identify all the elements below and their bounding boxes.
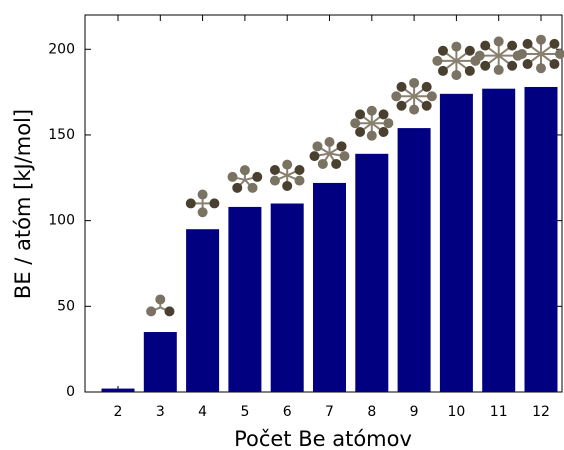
x-tick-label: 9 <box>410 404 419 420</box>
cluster-icon <box>432 42 480 80</box>
x-tick-label: 7 <box>325 404 334 420</box>
x-tick-label: 10 <box>447 404 465 420</box>
cluster-icon <box>228 165 263 193</box>
cluster-icon <box>270 160 305 191</box>
bar <box>398 128 431 392</box>
bar <box>313 183 346 392</box>
x-axis-label: Počet Be atómov <box>234 427 412 450</box>
y-tick-label: 50 <box>57 298 75 314</box>
bar <box>482 89 515 392</box>
bar <box>355 154 388 392</box>
y-axis-label: BE / atóm [kJ/mol] <box>11 109 35 299</box>
y-tick-label: 100 <box>48 213 75 229</box>
bar <box>144 332 177 392</box>
chart: Počet Be atómov BE / atóm [kJ/mol] 0 50 10… <box>0 0 564 450</box>
cluster-icon <box>517 35 564 73</box>
x-tick-label: 3 <box>156 404 165 420</box>
cluster-icon <box>391 78 437 115</box>
y-tick-label: 0 <box>66 384 75 400</box>
cluster-icon <box>350 106 393 141</box>
y-tick-label: 150 <box>48 127 75 143</box>
bar <box>525 87 558 392</box>
x-tick-label: 8 <box>367 404 376 420</box>
cluster-icon <box>146 294 174 316</box>
x-tick-label: 6 <box>283 404 292 420</box>
x-tick-label: 5 <box>240 404 249 420</box>
bar <box>186 229 219 392</box>
bar <box>271 204 304 393</box>
x-tick-label: 4 <box>198 404 207 420</box>
cluster-icon <box>475 36 523 75</box>
x-tick-label: 12 <box>532 404 550 420</box>
x-tick-label: 11 <box>490 404 508 420</box>
bar <box>440 94 473 392</box>
cluster-icon <box>186 190 220 218</box>
y-tick-label: 200 <box>48 41 75 57</box>
x-tick-label: 2 <box>114 404 123 420</box>
cluster-icon <box>309 137 349 169</box>
bar <box>228 207 261 392</box>
bar <box>102 389 135 392</box>
